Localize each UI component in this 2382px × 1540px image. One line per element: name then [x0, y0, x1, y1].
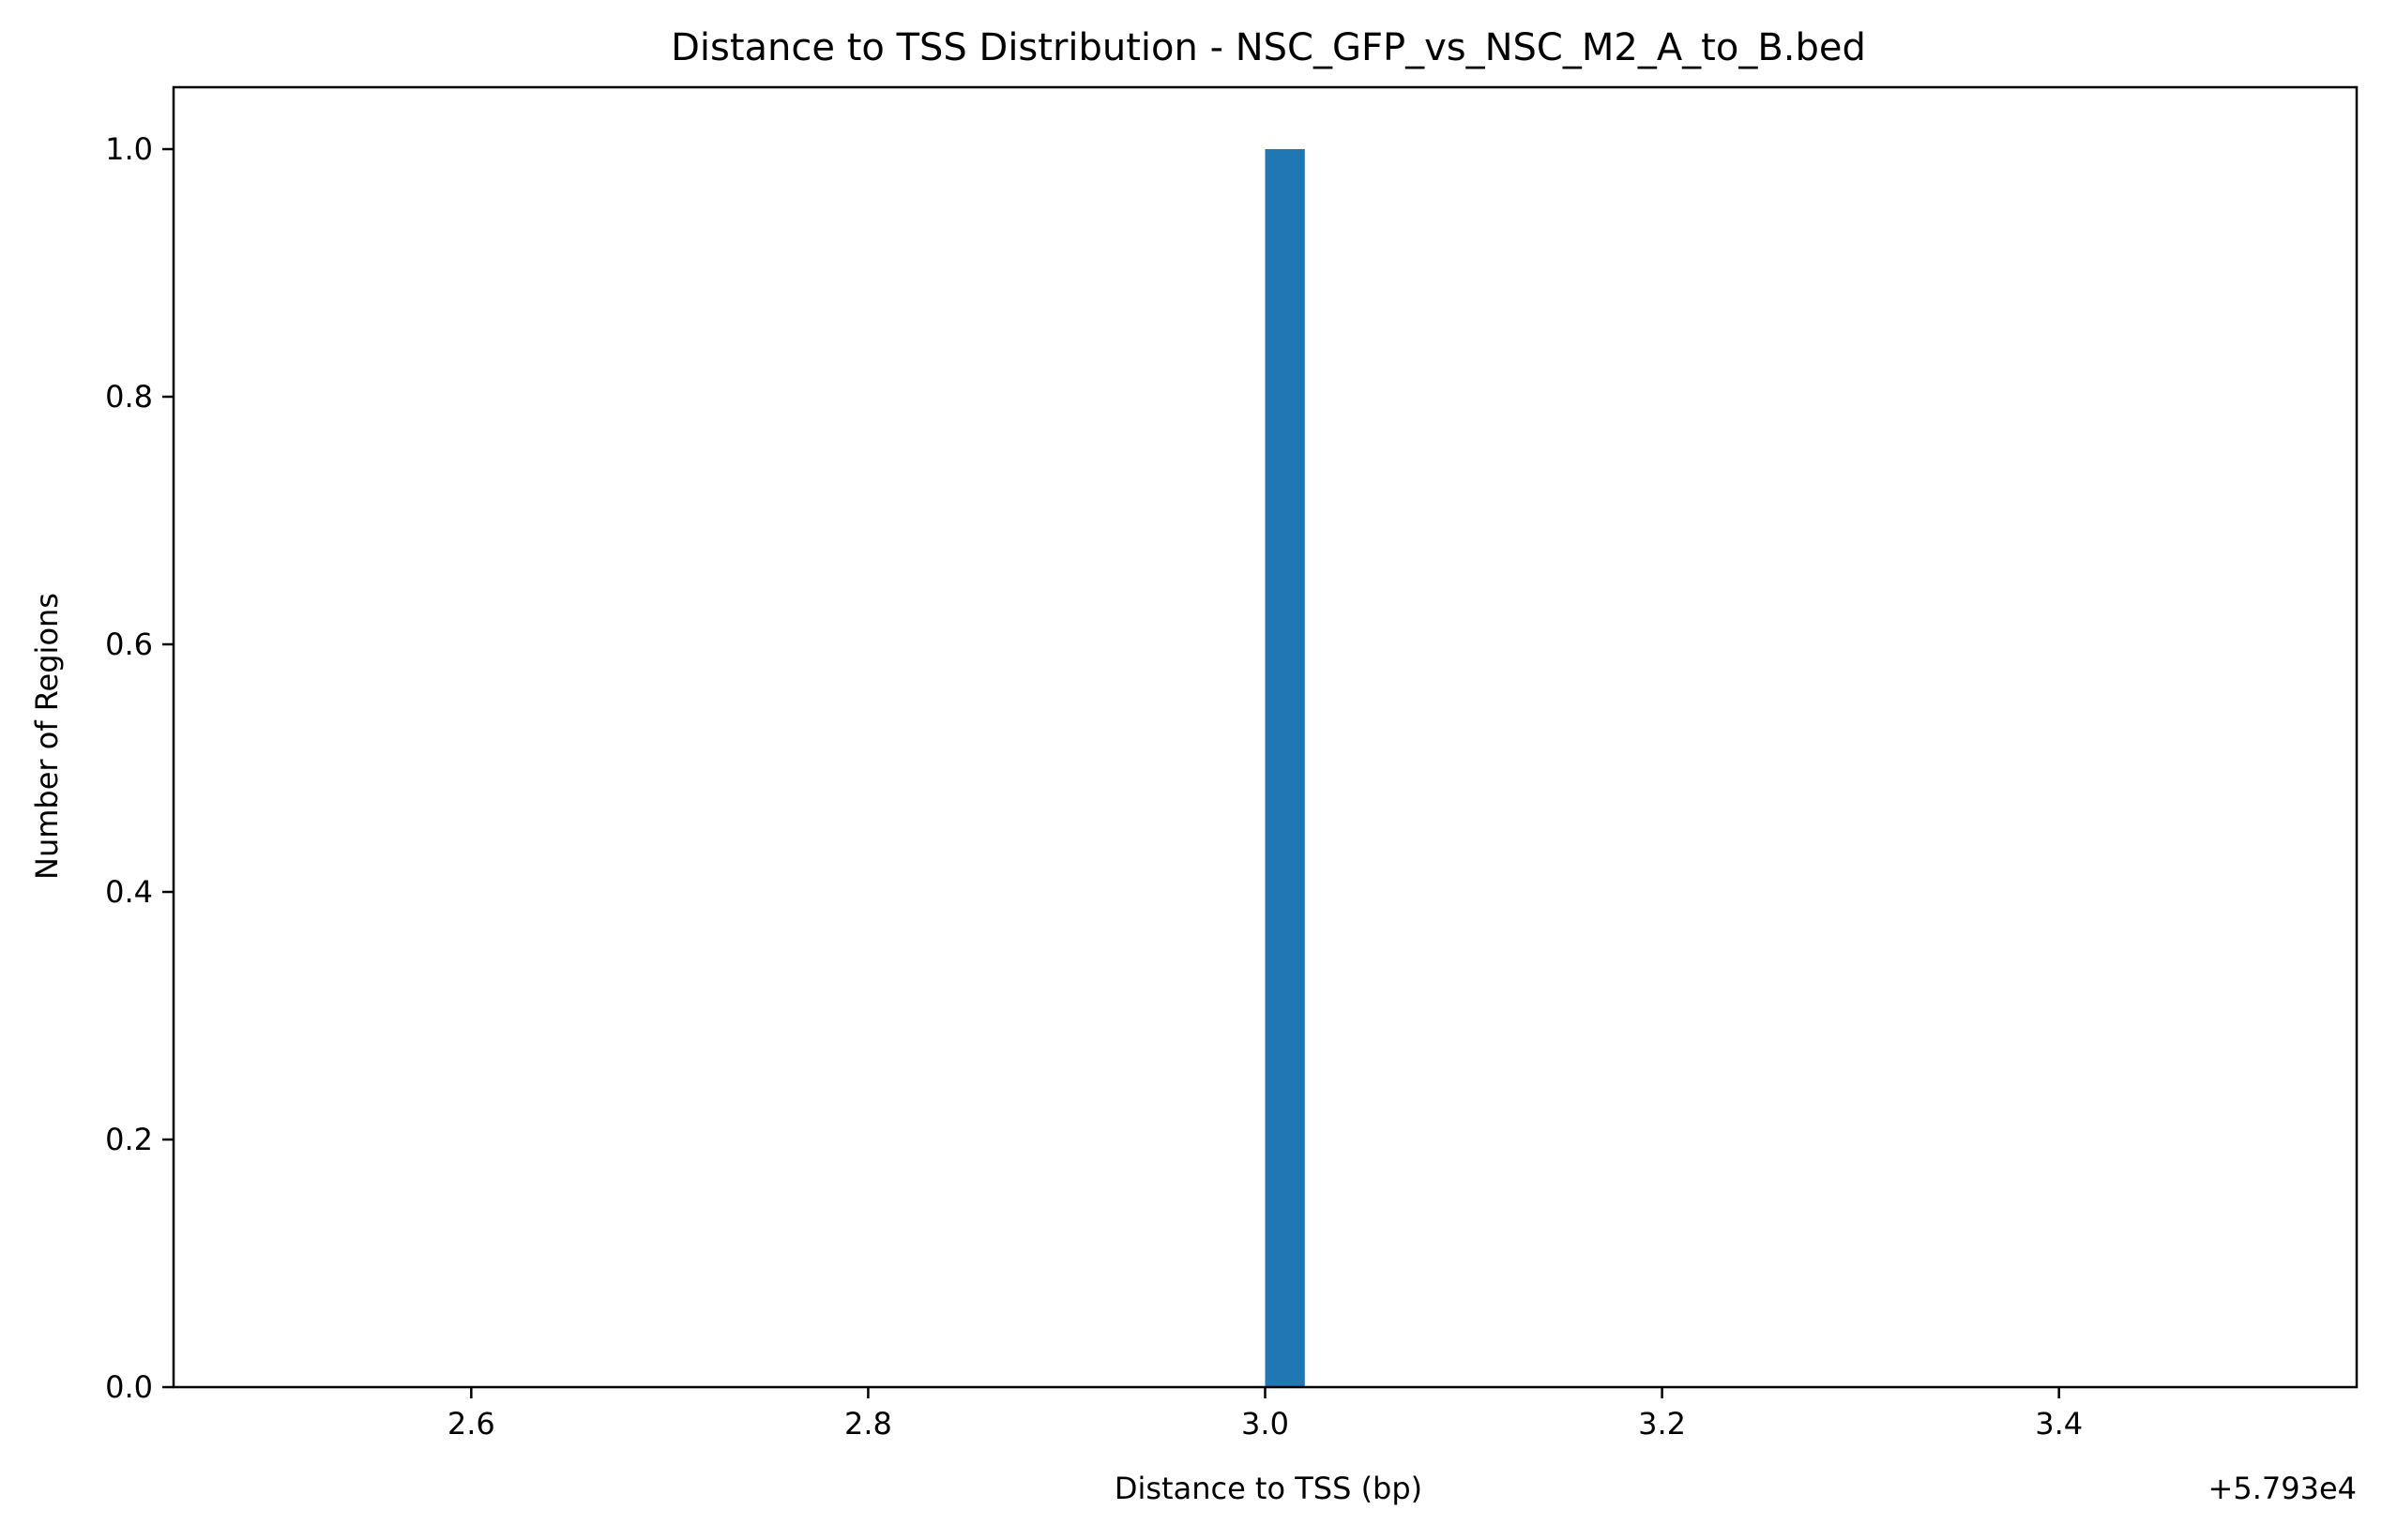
- histogram-bar: [1265, 149, 1305, 1387]
- chart-title: Distance to TSS Distribution - NSC_GFP_v…: [671, 26, 1866, 69]
- y-tick-label: 1.0: [105, 131, 153, 167]
- x-tick-label: 2.8: [844, 1406, 892, 1442]
- y-tick-label: 0.6: [105, 627, 153, 662]
- y-tick-label: 0.8: [105, 379, 153, 415]
- x-axis-ticks: 2.6 2.8 3.0 3.2 3.4: [448, 1387, 2083, 1442]
- x-tick-label: 2.6: [448, 1406, 495, 1442]
- x-tick-label: 3.2: [1638, 1406, 1686, 1442]
- y-axis-label: Number of Regions: [29, 593, 65, 880]
- y-axis-ticks: 0.0 0.2 0.4 0.6 0.8 1.0: [105, 131, 174, 1405]
- x-tick-label: 3.0: [1241, 1406, 1289, 1442]
- plot-frame: [172, 85, 2359, 1389]
- x-axis-label: Distance to TSS (bp): [1115, 1471, 1422, 1506]
- y-tick-label: 0.4: [105, 874, 153, 910]
- x-axis-offset-label: +5.793e4: [2208, 1471, 2357, 1506]
- y-tick-label: 0.2: [105, 1122, 153, 1157]
- y-tick-label: 0.0: [105, 1369, 153, 1405]
- x-tick-label: 3.4: [2035, 1406, 2083, 1442]
- bars-layer: [1265, 149, 1305, 1387]
